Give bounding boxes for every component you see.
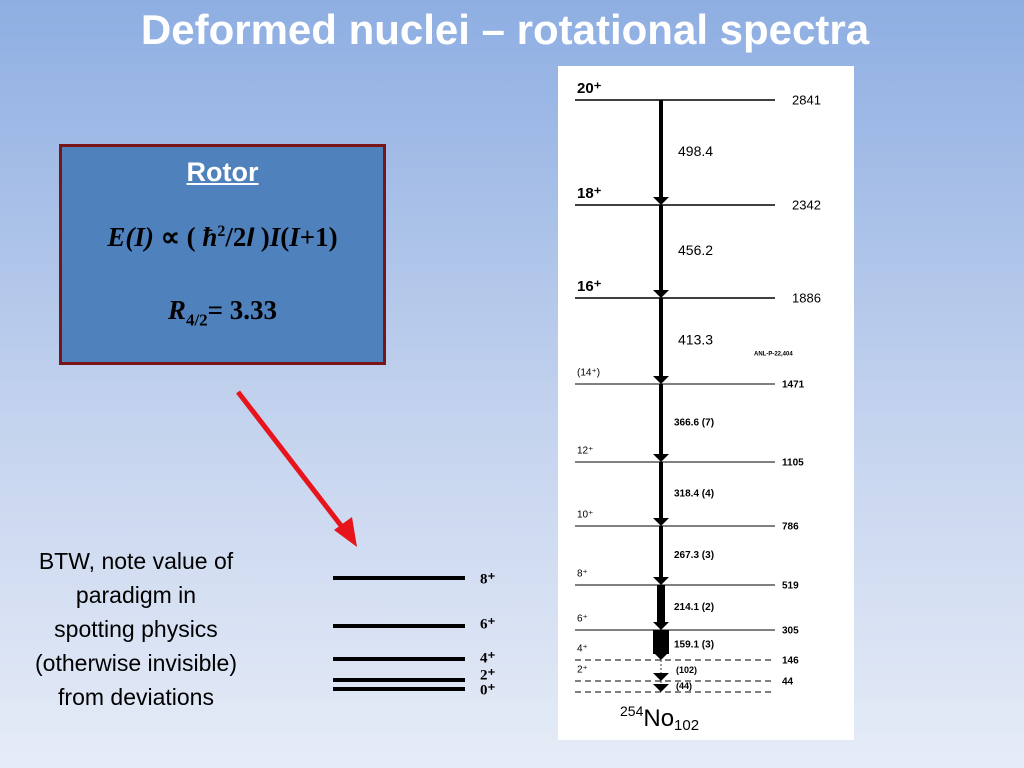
ratio-value: = 3.33 <box>207 295 278 325</box>
transition-energy: 159.1 (3) <box>674 640 714 651</box>
level-spin: (14⁺) <box>577 368 600 379</box>
formula-part: ħ <box>202 222 218 252</box>
nucleus-symbol: No <box>643 705 674 732</box>
transition-head <box>653 652 669 660</box>
rotor-level-label: 2⁺ <box>480 667 496 683</box>
transition-energy: 456.2 <box>678 242 713 258</box>
transition-energy: (102) <box>676 665 697 675</box>
level-energy: 44 <box>782 677 794 688</box>
rotor-level-label: 8⁺ <box>480 571 496 587</box>
transition-head <box>653 197 669 205</box>
rotor-box: Rotor E(I) ∝ ( ħ2/2I )I(I+1) R4/2= 3.33 <box>59 144 386 365</box>
rotor-heading: Rotor <box>186 157 259 187</box>
transition-head <box>653 577 669 585</box>
level-spin: 8⁺ <box>577 569 588 580</box>
note-line: spotting physics <box>54 616 218 642</box>
arrow-head <box>334 517 357 547</box>
transition-energy: 498.4 <box>678 143 713 159</box>
formula-part: +1) <box>299 222 338 252</box>
transition-energy: (44) <box>676 681 692 691</box>
level-spin: 12⁺ <box>577 446 593 457</box>
rotor-level-label: 4⁺ <box>480 650 496 666</box>
level-spin: 10⁺ <box>577 510 593 521</box>
level-energy: 786 <box>782 522 799 533</box>
formula-part: I <box>269 222 281 252</box>
formula-part: I <box>246 222 254 252</box>
level-energy: 2342 <box>792 197 821 212</box>
transition-head <box>653 376 669 384</box>
transition-head <box>653 684 669 692</box>
transition-energy: 366.6 (7) <box>674 418 714 429</box>
level-energy: 1886 <box>792 290 821 305</box>
level-spin: 6⁺ <box>577 614 588 625</box>
level-energy: 146 <box>782 656 799 667</box>
reference: ANL-P-22,404 <box>754 352 793 358</box>
transition-energy: 413.3 <box>678 332 713 348</box>
ratio-symbol: R <box>167 295 186 325</box>
note: BTW, note value of paradigm in spotting ph… <box>5 544 267 714</box>
formula-part: I <box>289 222 300 252</box>
note-line: paradigm in <box>75 582 197 608</box>
transition-head <box>653 673 669 681</box>
formula-part: ∝ ( <box>153 222 203 252</box>
transition-head <box>653 622 669 630</box>
note-line: (otherwise invisible) <box>35 650 237 676</box>
formula-part: ) <box>253 222 270 252</box>
level-energy: 519 <box>782 581 799 592</box>
transition-energy: 318.4 (4) <box>674 489 714 500</box>
level-scheme-panel <box>558 66 854 740</box>
nucleus-mass: 254 <box>620 703 644 719</box>
formula-part: ( <box>280 222 290 252</box>
level-energy: 2841 <box>792 92 821 107</box>
level-energy: 1105 <box>782 458 804 469</box>
transition-energy: 214.1 (2) <box>674 602 714 613</box>
title: Deformed nuclei – rotational spectra <box>140 6 870 53</box>
formula-part: 2 <box>217 223 226 240</box>
level-energy: 305 <box>782 626 799 637</box>
ratio-subscript: 4/2 <box>185 310 208 330</box>
level-spin: 2⁺ <box>577 665 588 676</box>
rotor-level-label: 6⁺ <box>480 616 496 632</box>
formula: E(I) ∝ ( ħ2/2I )I(I+1) <box>62 222 383 253</box>
transition-head <box>653 290 669 298</box>
arrow <box>236 390 348 534</box>
level-spin: 16⁺ <box>577 278 602 295</box>
note-line: BTW, note value of <box>38 548 234 574</box>
level-energy: 1471 <box>782 380 805 391</box>
nucleus-charge: 102 <box>674 717 699 734</box>
note-line: from deviations <box>58 684 214 710</box>
formula-part: /2 <box>225 222 247 252</box>
level-spin: 18⁺ <box>577 185 602 202</box>
level-spin: 20⁺ <box>577 80 602 97</box>
rotor-level-label: 0⁺ <box>480 682 496 698</box>
transition-head <box>653 518 669 526</box>
transition-head <box>653 454 669 462</box>
ratio: R4/2= 3.33 <box>62 295 383 330</box>
formula-part: E(I) <box>107 222 154 252</box>
transition-energy: 267.3 (3) <box>674 550 714 561</box>
level-spin: 4⁺ <box>577 644 588 655</box>
nucleus: 254No102 <box>620 703 699 734</box>
